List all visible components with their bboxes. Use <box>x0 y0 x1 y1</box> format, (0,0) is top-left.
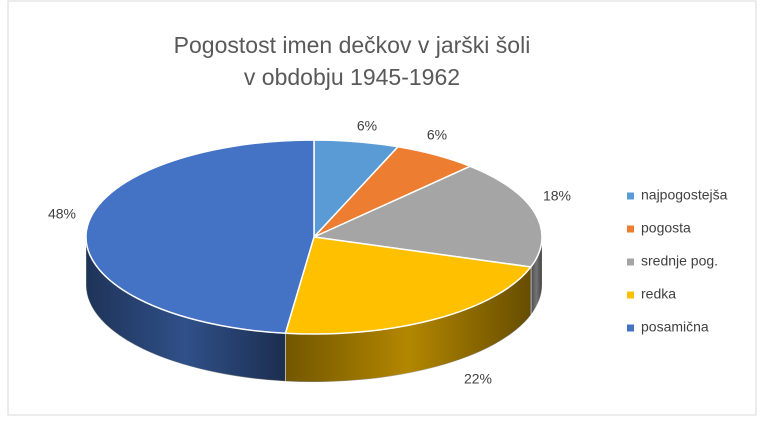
pie-slice-side-shade <box>285 266 531 383</box>
chart-title: Pogostost imen dečkov v jarški šoli <box>174 32 531 58</box>
chart-title: v obdobju 1945-1962 <box>244 64 460 90</box>
legend-label: pogosta <box>641 220 691 236</box>
pie-slice <box>284 236 533 335</box>
data-label: 22% <box>464 371 492 387</box>
legend-marker <box>627 324 634 332</box>
legend-marker <box>627 291 634 299</box>
legend-marker <box>627 258 634 266</box>
legend-marker <box>627 225 634 233</box>
data-label: 6% <box>357 118 377 134</box>
data-label: 48% <box>48 206 76 222</box>
pie-slice <box>85 139 315 335</box>
legend-label: posamična <box>641 319 709 335</box>
legend-label: najpogostejša <box>641 187 728 203</box>
data-label: 18% <box>543 188 571 204</box>
legend-label: redka <box>641 286 676 302</box>
data-label: 6% <box>427 127 447 143</box>
legend-label: srednje pog. <box>641 253 718 269</box>
pie-slice <box>311 165 543 268</box>
legend-marker <box>627 192 634 200</box>
pie-slice-side-shade <box>530 237 542 315</box>
pie-slice-side-shade <box>86 237 286 382</box>
